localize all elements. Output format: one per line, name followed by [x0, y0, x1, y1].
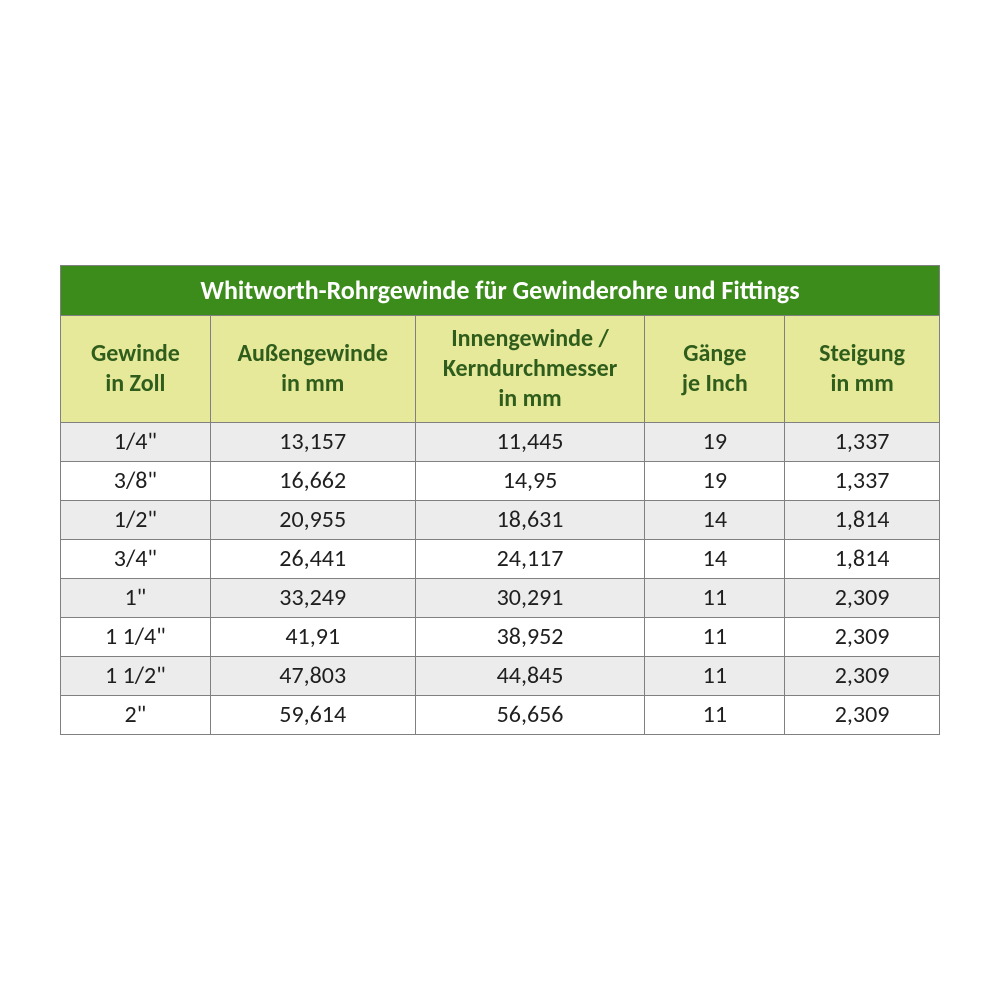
col-header-text: Kerndurchmesser	[443, 354, 617, 383]
cell: 59,614	[210, 695, 415, 734]
cell: 19	[645, 461, 785, 500]
cell: 19	[645, 422, 785, 461]
cell: 24,117	[415, 539, 645, 578]
cell: 1/4"	[61, 422, 211, 461]
table-row: 3/8" 16,662 14,95 19 1,337	[61, 461, 940, 500]
col-header-text: Außengewinde	[238, 339, 388, 368]
table-row: 1/2" 20,955 18,631 14 1,814	[61, 500, 940, 539]
col-header-text: in mm	[281, 369, 344, 398]
cell: 38,952	[415, 617, 645, 656]
cell: 18,631	[415, 500, 645, 539]
cell: 2,309	[785, 656, 940, 695]
cell: 33,249	[210, 578, 415, 617]
cell: 11,445	[415, 422, 645, 461]
col-header-text: Gänge	[683, 339, 746, 368]
table-title-row: Whitworth-Rohrgewinde für Gewinderohre u…	[61, 266, 940, 316]
cell: 14	[645, 500, 785, 539]
table-header-row: Gewinde in Zoll Außengewinde in mm Innen…	[61, 315, 940, 422]
cell: 14,95	[415, 461, 645, 500]
cell: 1,337	[785, 461, 940, 500]
col-header-gewinde: Gewinde in Zoll	[61, 315, 211, 422]
cell: 1,814	[785, 500, 940, 539]
cell: 13,157	[210, 422, 415, 461]
col-header-text: in mm	[830, 369, 893, 398]
cell: 11	[645, 617, 785, 656]
cell: 11	[645, 695, 785, 734]
col-header-gaenge: Gänge je Inch	[645, 315, 785, 422]
cell: 44,845	[415, 656, 645, 695]
cell: 30,291	[415, 578, 645, 617]
table-row: 1" 33,249 30,291 11 2,309	[61, 578, 940, 617]
cell: 2,309	[785, 617, 940, 656]
col-header-steigung: Steigung in mm	[785, 315, 940, 422]
cell: 2"	[61, 695, 211, 734]
cell: 41,91	[210, 617, 415, 656]
col-header-text: in Zoll	[105, 369, 165, 398]
cell: 47,803	[210, 656, 415, 695]
col-header-text: in mm	[498, 384, 561, 413]
cell: 56,656	[415, 695, 645, 734]
page-container: Whitworth-Rohrgewinde für Gewinderohre u…	[0, 0, 1000, 1000]
cell: 1"	[61, 578, 211, 617]
table-title: Whitworth-Rohrgewinde für Gewinderohre u…	[61, 266, 940, 316]
whitworth-table: Whitworth-Rohrgewinde für Gewinderohre u…	[60, 265, 940, 735]
table-row: 1 1/4" 41,91 38,952 11 2,309	[61, 617, 940, 656]
col-header-text: Gewinde	[91, 339, 180, 368]
table-body: 1/4" 13,157 11,445 19 1,337 3/8" 16,662 …	[61, 422, 940, 734]
cell: 1 1/4"	[61, 617, 211, 656]
table-row: 1/4" 13,157 11,445 19 1,337	[61, 422, 940, 461]
cell: 20,955	[210, 500, 415, 539]
cell: 1 1/2"	[61, 656, 211, 695]
cell: 2,309	[785, 695, 940, 734]
cell: 16,662	[210, 461, 415, 500]
cell: 11	[645, 656, 785, 695]
cell: 3/8"	[61, 461, 211, 500]
cell: 1,814	[785, 539, 940, 578]
col-header-aussengewinde: Außengewinde in mm	[210, 315, 415, 422]
cell: 14	[645, 539, 785, 578]
col-header-text: Innengewinde /	[451, 324, 609, 353]
cell: 11	[645, 578, 785, 617]
col-header-text: Steigung	[819, 339, 905, 368]
col-header-innengewinde: Innengewinde / Kerndurchmesser in mm	[415, 315, 645, 422]
cell: 3/4"	[61, 539, 211, 578]
table-row: 1 1/2" 47,803 44,845 11 2,309	[61, 656, 940, 695]
table-row: 3/4" 26,441 24,117 14 1,814	[61, 539, 940, 578]
cell: 1/2"	[61, 500, 211, 539]
table-row: 2" 59,614 56,656 11 2,309	[61, 695, 940, 734]
cell: 1,337	[785, 422, 940, 461]
cell: 2,309	[785, 578, 940, 617]
cell: 26,441	[210, 539, 415, 578]
col-header-text: je Inch	[682, 369, 748, 398]
